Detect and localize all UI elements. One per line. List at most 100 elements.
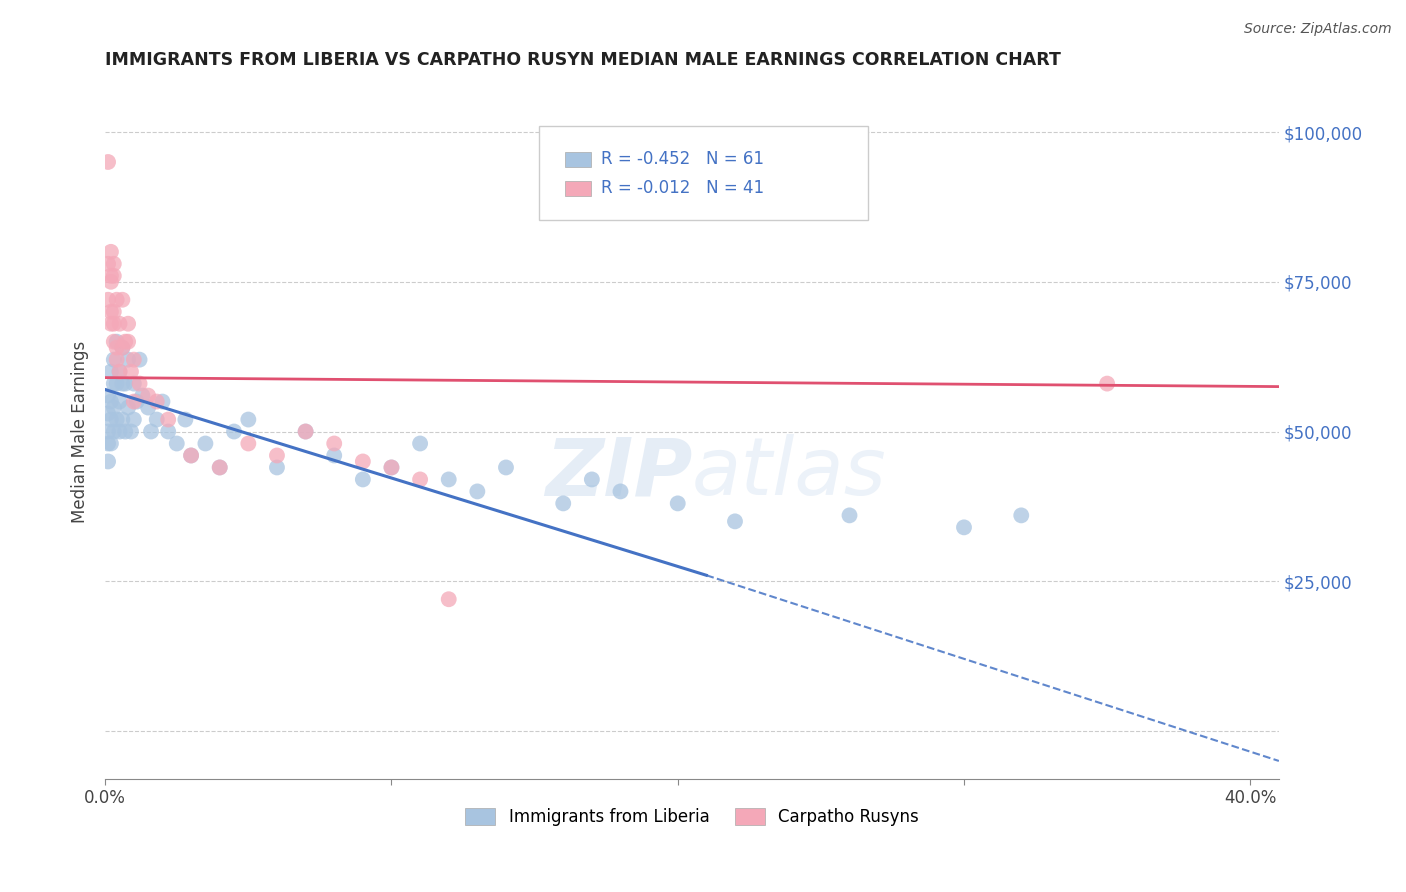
Point bbox=[111, 376, 134, 391]
Text: atlas: atlas bbox=[692, 434, 887, 512]
Point bbox=[103, 425, 125, 439]
Point bbox=[553, 496, 575, 510]
Point bbox=[105, 412, 128, 426]
Point bbox=[103, 352, 125, 367]
Point bbox=[97, 436, 120, 450]
Point bbox=[139, 425, 162, 439]
Bar bbox=[565, 181, 591, 196]
Point bbox=[157, 425, 180, 439]
Point bbox=[100, 244, 122, 259]
Point bbox=[100, 304, 122, 318]
Text: R = -0.012   N = 41: R = -0.012 N = 41 bbox=[600, 179, 763, 197]
Y-axis label: Median Male Earnings: Median Male Earnings bbox=[72, 341, 89, 523]
Point bbox=[122, 412, 145, 426]
Point bbox=[100, 394, 122, 409]
Point bbox=[953, 520, 976, 534]
Point bbox=[136, 388, 159, 402]
Point bbox=[222, 425, 245, 439]
Point bbox=[117, 334, 139, 349]
Point bbox=[97, 425, 120, 439]
Point bbox=[294, 425, 316, 439]
Point bbox=[266, 460, 288, 475]
Point bbox=[128, 376, 150, 391]
Point bbox=[352, 472, 374, 486]
Point bbox=[97, 407, 120, 421]
Point bbox=[581, 472, 603, 486]
Point bbox=[125, 394, 148, 409]
Point bbox=[724, 514, 747, 528]
Point bbox=[380, 460, 402, 475]
Point bbox=[180, 449, 202, 463]
Point bbox=[103, 304, 125, 318]
Point bbox=[437, 472, 460, 486]
Point bbox=[128, 352, 150, 367]
Point bbox=[108, 317, 131, 331]
Point bbox=[157, 412, 180, 426]
Point bbox=[108, 365, 131, 379]
Text: IMMIGRANTS FROM LIBERIA VS CARPATHO RUSYN MEDIAN MALE EARNINGS CORRELATION CHART: IMMIGRANTS FROM LIBERIA VS CARPATHO RUSY… bbox=[105, 51, 1062, 69]
Point bbox=[105, 376, 128, 391]
Point bbox=[120, 425, 142, 439]
Point bbox=[152, 394, 174, 409]
Point bbox=[1095, 376, 1118, 391]
Point bbox=[145, 394, 167, 409]
Point bbox=[174, 412, 197, 426]
Point bbox=[194, 436, 217, 450]
Point bbox=[100, 275, 122, 289]
Point bbox=[114, 334, 136, 349]
Point bbox=[111, 341, 134, 355]
Point bbox=[352, 454, 374, 468]
Bar bbox=[565, 152, 591, 167]
Point bbox=[437, 592, 460, 607]
Point bbox=[103, 334, 125, 349]
Point bbox=[266, 449, 288, 463]
Point bbox=[180, 449, 202, 463]
Point bbox=[103, 268, 125, 283]
Point bbox=[166, 436, 188, 450]
Point bbox=[145, 412, 167, 426]
Point bbox=[100, 365, 122, 379]
FancyBboxPatch shape bbox=[540, 126, 868, 219]
Point bbox=[105, 293, 128, 307]
Point bbox=[409, 436, 432, 450]
Point bbox=[323, 436, 346, 450]
Point bbox=[117, 352, 139, 367]
Point bbox=[208, 460, 231, 475]
Point bbox=[100, 268, 122, 283]
Point bbox=[105, 341, 128, 355]
Point bbox=[495, 460, 517, 475]
Point bbox=[609, 484, 631, 499]
Point bbox=[409, 472, 432, 486]
Point bbox=[100, 436, 122, 450]
Point bbox=[108, 425, 131, 439]
Point bbox=[108, 394, 131, 409]
Point bbox=[122, 394, 145, 409]
Point bbox=[97, 388, 120, 402]
Point bbox=[838, 508, 860, 523]
Point bbox=[97, 155, 120, 169]
Text: Source: ZipAtlas.com: Source: ZipAtlas.com bbox=[1244, 22, 1392, 37]
Point bbox=[294, 425, 316, 439]
Point bbox=[97, 293, 120, 307]
Point bbox=[380, 460, 402, 475]
Text: ZIP: ZIP bbox=[544, 434, 692, 512]
Point bbox=[122, 376, 145, 391]
Point bbox=[238, 412, 260, 426]
Point bbox=[103, 317, 125, 331]
Point bbox=[100, 412, 122, 426]
Point bbox=[105, 334, 128, 349]
Point bbox=[117, 401, 139, 415]
Point bbox=[122, 352, 145, 367]
Point bbox=[105, 352, 128, 367]
Point bbox=[238, 436, 260, 450]
Point bbox=[103, 376, 125, 391]
Point bbox=[97, 454, 120, 468]
Point bbox=[111, 341, 134, 355]
Point bbox=[1010, 508, 1032, 523]
Point bbox=[114, 376, 136, 391]
Point bbox=[117, 317, 139, 331]
Point bbox=[120, 365, 142, 379]
Point bbox=[108, 365, 131, 379]
Point bbox=[131, 388, 153, 402]
Point bbox=[136, 401, 159, 415]
